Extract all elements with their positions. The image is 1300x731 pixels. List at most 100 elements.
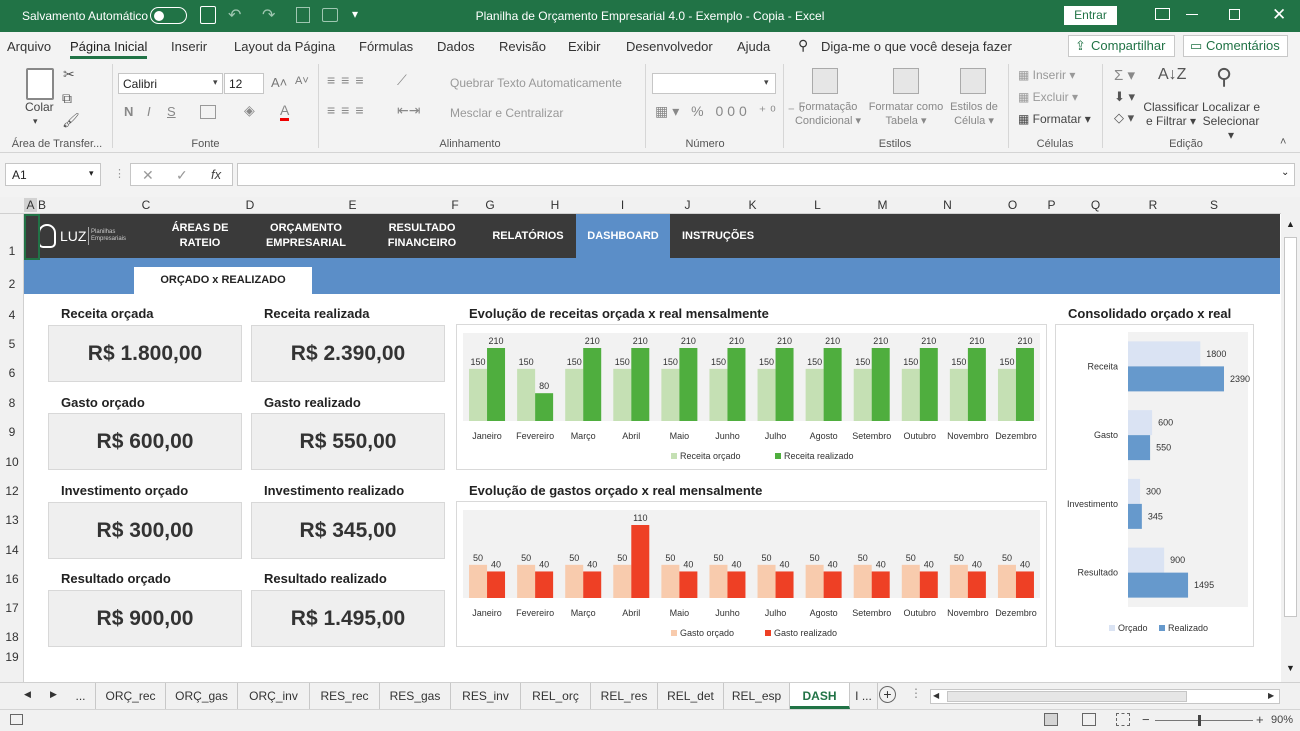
row-header-19[interactable]: 19 xyxy=(5,650,19,664)
column-header-m[interactable]: M xyxy=(877,198,888,212)
paste-label[interactable]: Colar xyxy=(25,100,54,114)
scroll-left-icon[interactable]: ◀ xyxy=(933,691,940,700)
undo-icon[interactable]: ↶ xyxy=(228,7,242,24)
column-header-l[interactable]: L xyxy=(814,198,821,212)
normal-view-icon[interactable] xyxy=(1044,713,1058,726)
enter-icon[interactable]: ✓ xyxy=(176,167,188,183)
column-header-f[interactable]: F xyxy=(451,198,459,212)
borders-icon[interactable] xyxy=(200,105,216,119)
column-header-p[interactable]: P xyxy=(1047,198,1056,212)
scroll-down-icon[interactable]: ▼ xyxy=(1286,663,1295,673)
vertical-align-icons[interactable]: ≡≡≡ xyxy=(327,72,370,88)
minimize-icon[interactable] xyxy=(1186,14,1198,15)
row-header-1[interactable]: 1 xyxy=(8,244,16,258)
column-header-o[interactable]: O xyxy=(1007,198,1018,212)
column-header-r[interactable]: R xyxy=(1148,198,1158,212)
column-header-e[interactable]: E xyxy=(348,198,357,212)
merge-center-button[interactable]: Mesclar e Centralizar xyxy=(450,106,564,120)
row-header-18[interactable]: 18 xyxy=(5,630,19,644)
tab-exibir[interactable]: Exibir xyxy=(568,39,601,54)
sheet-tab-orç-inv[interactable]: ORÇ_inv xyxy=(238,683,310,709)
copy-icon[interactable]: ⧉ xyxy=(62,90,72,106)
save-icon[interactable] xyxy=(200,6,216,24)
find-select-label[interactable]: Localizar e Selecionar ▾ xyxy=(1201,100,1261,142)
chart-gastos[interactable]: 50 40 Janeiro 50 40 Fevereiro 50 40 Março 50 110 Ab… xyxy=(456,501,1047,647)
sheet-tab-rel-esp[interactable]: REL_esp xyxy=(724,683,790,709)
tab-layout[interactable]: Layout da Página xyxy=(234,39,336,54)
share-button[interactable]: ⇪ Compartilhar xyxy=(1068,35,1175,57)
subtab-orcado-realizado[interactable]: ORÇADO x REALIZADO xyxy=(134,267,312,294)
bold-icon[interactable]: N xyxy=(124,104,134,119)
sheet-tab-orç-rec[interactable]: ORÇ_rec xyxy=(96,683,166,709)
number-format-select[interactable] xyxy=(652,73,776,94)
close-icon[interactable]: ✕ xyxy=(1272,5,1287,24)
column-header-j[interactable]: J xyxy=(684,198,691,212)
zoom-slider-thumb[interactable] xyxy=(1197,715,1201,726)
nav-resultado-financeiro[interactable]: RESULTADO FINANCEIRO xyxy=(387,222,457,249)
cancel-icon[interactable]: ✕ xyxy=(142,167,154,183)
column-header-i[interactable]: I xyxy=(620,198,625,212)
row-header-4[interactable]: 4 xyxy=(8,308,16,322)
horizontal-scrollbar[interactable]: ◀ ▶ xyxy=(930,689,1280,704)
paste-icon[interactable] xyxy=(26,68,54,100)
autosave-toggle[interactable] xyxy=(150,7,187,24)
format-cells-button[interactable]: ▦ Formatar ▾ xyxy=(1018,112,1091,126)
restore-icon[interactable] xyxy=(1229,9,1240,20)
next-sheet-icon[interactable]: ▶ xyxy=(50,689,57,699)
zoom-in-icon[interactable]: + xyxy=(1256,712,1264,727)
cell-styles-icon[interactable] xyxy=(960,68,986,94)
font-dropdown-icon[interactable]: ▾ xyxy=(213,77,218,87)
sheet-tab-res-rec[interactable]: RES_rec xyxy=(310,683,380,709)
tab-formulas[interactable]: Fórmulas xyxy=(359,39,414,54)
row-header-12[interactable]: 12 xyxy=(5,484,19,498)
paste-dropdown-icon[interactable]: ▾ xyxy=(33,116,38,126)
formula-input[interactable] xyxy=(237,163,1295,186)
indent-icons[interactable]: ⇤⇥ xyxy=(397,102,421,118)
sort-filter-label[interactable]: Classificar e Filtrar ▾ xyxy=(1143,100,1199,128)
sheet-tab-rel-orç[interactable]: REL_orç xyxy=(521,683,591,709)
row-header-14[interactable]: 14 xyxy=(5,543,19,557)
vertical-scroll-thumb[interactable] xyxy=(1284,237,1297,617)
customize-qat-icon[interactable]: ▾ xyxy=(352,7,359,21)
row-header-2[interactable]: 2 xyxy=(8,277,16,291)
row-header-16[interactable]: 16 xyxy=(5,572,19,586)
nav-dashboard[interactable]: DASHBOARD xyxy=(576,214,670,258)
delete-cells-button[interactable]: ▦ Excluir ▾ xyxy=(1018,90,1079,104)
zoom-level[interactable]: 90% xyxy=(1271,714,1294,726)
sheet-tab-rel-res[interactable]: REL_res xyxy=(591,683,658,709)
font-name-select[interactable]: Calibri xyxy=(118,73,223,94)
italic-icon[interactable]: I xyxy=(147,104,151,119)
column-header-k[interactable]: K xyxy=(748,198,757,212)
tab-ajuda[interactable]: Ajuda xyxy=(737,39,771,54)
row-header-6[interactable]: 6 xyxy=(8,366,16,380)
wrap-text-button[interactable]: Quebrar Texto Automaticamente xyxy=(450,76,622,90)
ribbon-display-icon[interactable] xyxy=(1155,8,1170,20)
fill-icon[interactable]: ⬇ ▾ xyxy=(1114,89,1136,104)
camera-icon[interactable] xyxy=(322,8,338,22)
insert-cells-button[interactable]: ▦ Inserir ▾ xyxy=(1018,68,1076,82)
fill-color-icon[interactable]: ◈ xyxy=(244,102,255,118)
macro-record-icon[interactable] xyxy=(10,714,23,725)
row-header-5[interactable]: 5 xyxy=(8,337,16,351)
redo-icon[interactable]: ↷ xyxy=(262,7,276,24)
sheet-tab-dash[interactable]: DASH xyxy=(790,683,850,709)
sheet-tab-res-gas[interactable]: RES_gas xyxy=(380,683,451,709)
row-header-8[interactable]: 8 xyxy=(8,396,16,410)
name-box[interactable]: A1 xyxy=(5,163,101,186)
tab-pagina-inicial[interactable]: Página Inicial xyxy=(70,39,148,59)
column-header-b[interactable]: B xyxy=(37,198,46,212)
number-format-dropdown-icon[interactable]: ▾ xyxy=(764,77,769,87)
nav-instrucoes[interactable]: INSTRUÇÕES xyxy=(681,229,755,242)
cut-icon[interactable]: ✂ xyxy=(63,66,75,82)
font-color-icon[interactable]: A xyxy=(280,102,290,121)
tabs-splitter-icon[interactable]: ⋮ xyxy=(910,686,922,700)
font-size-select[interactable]: 12 xyxy=(224,73,264,94)
grow-font-icon[interactable]: A˄ xyxy=(271,75,288,90)
collapse-ribbon-icon[interactable]: ˄ xyxy=(1280,136,1287,148)
horizontal-scroll-thumb[interactable] xyxy=(947,691,1187,702)
cell-styles-label[interactable]: Estilos de Célula ▾ xyxy=(950,101,998,127)
column-header-n[interactable]: N xyxy=(943,198,952,212)
sort-filter-icon[interactable]: A↓Z xyxy=(1158,66,1187,83)
format-as-table-icon[interactable] xyxy=(893,68,919,94)
column-header-a[interactable]: A xyxy=(24,198,37,212)
